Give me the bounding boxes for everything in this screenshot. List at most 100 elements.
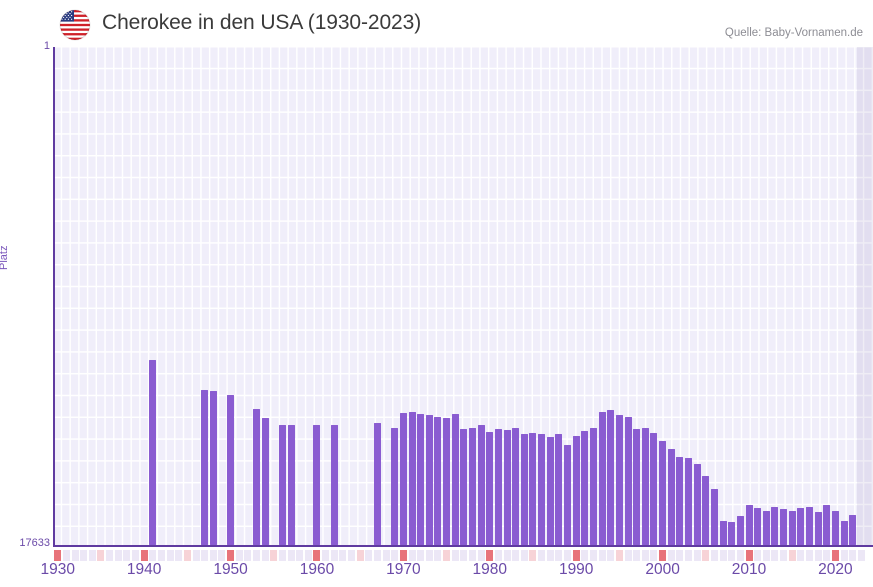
x-tick-1957 xyxy=(287,550,295,561)
x-tick-2022 xyxy=(849,550,857,561)
x-tick-1996 xyxy=(624,550,632,561)
x-tick-1948 xyxy=(209,550,217,561)
bar-1997 xyxy=(633,429,641,545)
bar-1980 xyxy=(486,432,494,545)
x-tick-1964 xyxy=(348,550,356,561)
x-tick-1953 xyxy=(252,550,260,561)
bar-2018 xyxy=(814,512,822,545)
bar-1976 xyxy=(451,414,459,545)
x-axis-label-2000: 2000 xyxy=(645,561,680,578)
bar-1953 xyxy=(252,409,260,545)
bar-1983 xyxy=(512,428,520,545)
bar-1989 xyxy=(564,445,572,545)
x-tick-1934 xyxy=(88,550,96,561)
bar-1981 xyxy=(494,429,502,545)
x-tick-2010 xyxy=(745,550,753,561)
x-tick-1944 xyxy=(175,550,183,561)
x-axis-label-1930: 1930 xyxy=(40,561,75,578)
x-tick-2008 xyxy=(728,550,736,561)
x-tick-1930 xyxy=(54,550,62,561)
x-tick-1960 xyxy=(313,550,321,561)
bar-1967 xyxy=(373,423,381,545)
x-tick-2006 xyxy=(710,550,718,561)
bar-2003 xyxy=(685,458,693,545)
x-tick-1947 xyxy=(201,550,209,561)
x-tick-1958 xyxy=(296,550,304,561)
x-tick-2023 xyxy=(857,550,865,561)
x-axis-label-1960: 1960 xyxy=(299,561,335,578)
bar-1996 xyxy=(624,417,632,545)
x-tick-1955 xyxy=(270,550,278,561)
x-tick-1941 xyxy=(149,550,157,561)
page-title: Cherokee in den USA (1930-2023) xyxy=(102,11,422,34)
x-tick-2015 xyxy=(788,550,796,561)
x-tick-2003 xyxy=(685,550,693,561)
x-tick-1995 xyxy=(615,550,623,561)
bar-2005 xyxy=(702,476,710,545)
x-tick-1998 xyxy=(641,550,649,561)
bar-2020 xyxy=(831,511,839,545)
bar-2021 xyxy=(840,521,848,545)
bar-2008 xyxy=(728,522,736,545)
bar-2016 xyxy=(797,508,805,545)
x-tick-2019 xyxy=(823,550,831,561)
bar-1998 xyxy=(641,428,649,545)
bar-2004 xyxy=(693,464,701,545)
x-tick-1978 xyxy=(469,550,476,561)
x-axis-line xyxy=(53,545,873,547)
bar-2012 xyxy=(762,511,770,545)
bar-1992 xyxy=(589,428,597,545)
bar-1950 xyxy=(227,395,235,545)
x-axis-label-2010: 2010 xyxy=(731,561,767,578)
y-axis-top-label: 1 xyxy=(43,40,50,52)
x-tick-1945 xyxy=(183,550,191,561)
x-axis-label-1940: 1940 xyxy=(126,561,162,578)
x-tick-1997 xyxy=(633,550,641,561)
x-tick-2014 xyxy=(780,550,788,561)
bar-1985 xyxy=(529,433,537,545)
x-tick-2005 xyxy=(702,550,710,561)
x-tick-1981 xyxy=(494,550,502,561)
us-flag-circle-icon xyxy=(60,10,90,40)
x-tick-1940 xyxy=(140,550,148,561)
x-tick-2016 xyxy=(797,550,805,561)
x-tick-1956 xyxy=(278,550,286,561)
x-tick-1980 xyxy=(486,550,494,561)
x-axis-label-1990: 1990 xyxy=(558,561,594,578)
bar-1973 xyxy=(425,415,433,545)
x-tick-1933 xyxy=(80,550,88,561)
x-tick-2011 xyxy=(754,550,762,561)
bar-1972 xyxy=(417,414,425,545)
y-axis-title: Platz xyxy=(0,245,10,270)
bar-1993 xyxy=(598,412,606,545)
x-tick-1961 xyxy=(322,550,330,561)
bar-1978 xyxy=(469,428,476,545)
x-tick-1988 xyxy=(555,550,563,561)
x-tick-1937 xyxy=(114,550,122,561)
x-tick-1966 xyxy=(365,550,373,561)
x-tick-1984 xyxy=(520,550,528,561)
x-tick-1946 xyxy=(192,550,200,561)
x-tick-1951 xyxy=(235,550,243,561)
bar-2007 xyxy=(719,521,727,545)
x-tick-1994 xyxy=(607,550,615,561)
plot-area xyxy=(53,47,873,547)
x-tick-1979 xyxy=(477,550,485,561)
x-tick-1952 xyxy=(244,550,252,561)
bar-1987 xyxy=(546,437,554,545)
x-tick-1931 xyxy=(62,550,70,561)
x-tick-1983 xyxy=(512,550,520,561)
bar-2013 xyxy=(771,507,779,545)
x-tick-1935 xyxy=(97,550,105,561)
x-tick-2021 xyxy=(840,550,848,561)
bar-2002 xyxy=(676,457,684,545)
x-tick-2001 xyxy=(667,550,675,561)
x-axis-labels: 1930 1940 1950 1960 1970 1980 1990 2000 2010 2020 xyxy=(41,561,873,585)
bar-1988 xyxy=(555,434,563,545)
x-tick-1999 xyxy=(650,550,658,561)
bar-1941 xyxy=(149,360,157,545)
bar-1986 xyxy=(538,434,546,545)
x-tick-2004 xyxy=(693,550,701,561)
x-tick-1949 xyxy=(218,550,226,561)
bar-1974 xyxy=(434,417,442,545)
